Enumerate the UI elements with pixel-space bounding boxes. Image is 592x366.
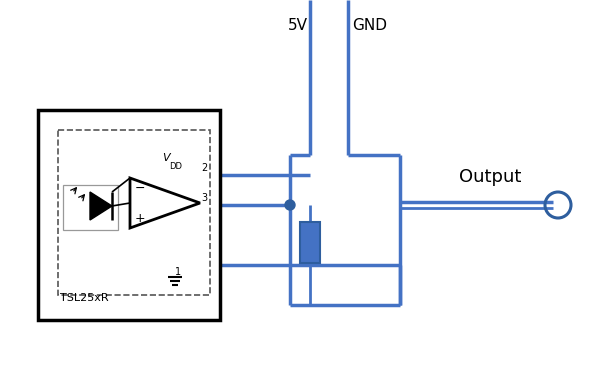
Bar [300,222,320,263]
Text: 5V: 5V [288,18,308,33]
Text: +: + [135,212,145,224]
Text: TSL25xR: TSL25xR [60,293,108,303]
Text: DD: DD [169,162,182,171]
Polygon shape [90,192,112,220]
Text: 1: 1 [175,267,181,277]
Text: Output: Output [459,168,521,186]
Text: 2: 2 [201,163,207,173]
Circle shape [285,200,295,210]
Text: −: − [135,182,145,194]
Text: 3: 3 [201,193,207,203]
Bar [63,185,118,230]
Text: GND: GND [352,18,387,33]
Bar [38,110,220,320]
Bar [58,130,210,295]
Text: V: V [162,153,170,163]
